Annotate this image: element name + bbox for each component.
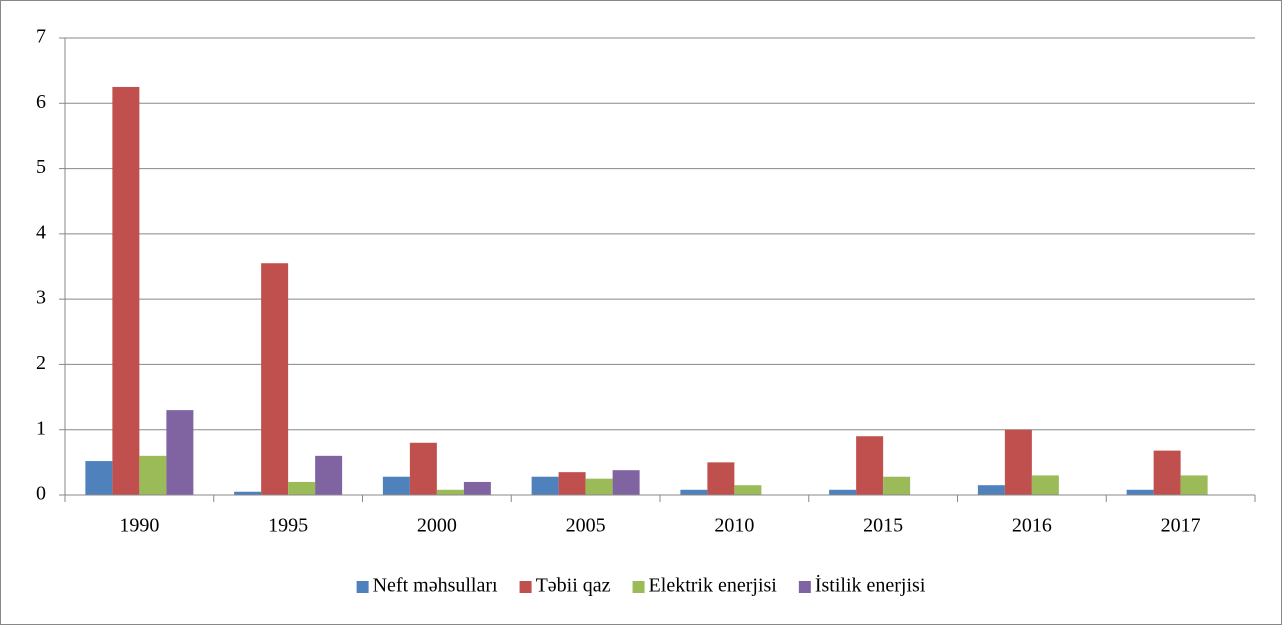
x-tick-label: 2016 [1012, 515, 1052, 537]
legend-label: Neft məhsulları [373, 575, 498, 597]
bar [112, 86, 140, 495]
legend-label: İstilik enerjisi [815, 574, 926, 597]
x-tick-label: 2015 [863, 515, 903, 537]
bar [856, 436, 884, 495]
x-tick-label: 2017 [1161, 515, 1201, 537]
bar [707, 462, 735, 495]
bar [463, 481, 491, 495]
y-tick-label: 0 [36, 483, 46, 505]
y-tick-label: 1 [36, 417, 46, 439]
bar [382, 476, 410, 495]
bar [883, 476, 911, 495]
y-tick-label: 4 [36, 221, 46, 243]
bar [1004, 429, 1032, 495]
x-tick-label: 1990 [119, 515, 159, 537]
bar [436, 489, 464, 495]
bar [261, 263, 289, 495]
legend-swatch [632, 581, 645, 593]
bar [531, 476, 559, 495]
y-tick-label: 6 [36, 91, 46, 113]
bar [1031, 475, 1059, 495]
bar [1126, 489, 1154, 495]
x-tick-label: 1995 [268, 515, 308, 537]
y-tick-label: 2 [36, 352, 46, 374]
bar [829, 489, 857, 495]
bar [734, 485, 762, 495]
bar [558, 472, 586, 495]
bar [166, 410, 194, 495]
bar [315, 455, 343, 495]
bar [85, 461, 113, 495]
x-tick-label: 2000 [417, 515, 457, 537]
bar [1180, 475, 1208, 495]
x-tick-label: 2010 [714, 515, 754, 537]
bar [612, 470, 640, 495]
bar [234, 491, 262, 495]
y-tick-label: 5 [36, 156, 46, 178]
y-tick-label: 3 [36, 287, 46, 309]
bar [409, 442, 437, 495]
legend-label: Təbii qaz [536, 575, 611, 597]
legend-swatch [519, 581, 532, 593]
y-tick-label: 7 [36, 26, 46, 48]
legend-swatch [356, 581, 369, 593]
bar [288, 481, 316, 495]
bar [680, 489, 708, 495]
bar [139, 455, 167, 495]
bar [585, 478, 613, 495]
bar [977, 485, 1005, 495]
bar [1153, 450, 1181, 495]
x-tick-label: 2005 [566, 515, 606, 537]
legend-label: Elektrik enerjisi [649, 575, 778, 597]
legend-swatch [798, 581, 811, 593]
